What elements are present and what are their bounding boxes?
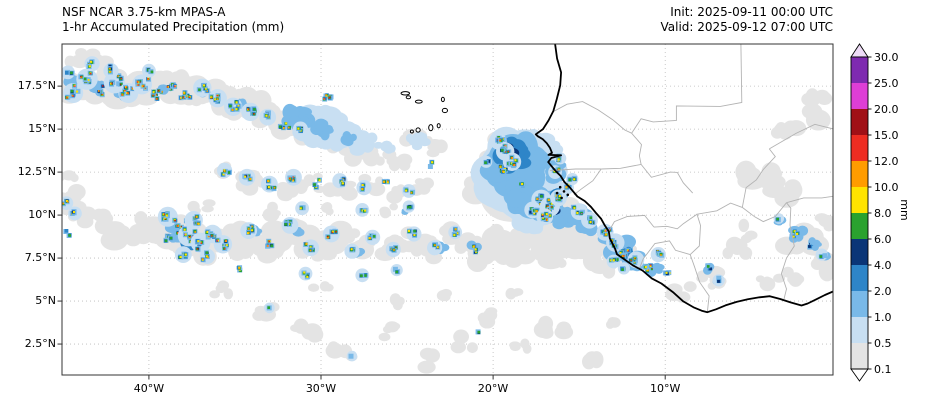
lon-tick-label: 30°W xyxy=(305,382,337,395)
colorbar-tick-label: 10.0 xyxy=(874,180,899,194)
valid-time: Valid: 2025-09-12 07:00 UTC xyxy=(660,20,833,34)
lat-tick-label: 15°N xyxy=(28,122,56,136)
colorbar-tick-label: 12.0 xyxy=(874,154,899,168)
colorbar-tick-label: 15.0 xyxy=(874,128,899,142)
lat-tick-label: 7.5°N xyxy=(24,251,56,265)
colorbar-tick-label: 0.1 xyxy=(874,362,892,376)
colorbar-tick-label: 25.0 xyxy=(874,76,899,90)
lon-tick-label: 10°W xyxy=(650,382,681,395)
lon-tick-label: 20°W xyxy=(477,382,509,395)
colorbar-tick-label: 6.0 xyxy=(874,232,892,246)
colorbar-tick-label: 4.0 xyxy=(874,258,892,272)
product-title: 1-hr Accumulated Precipitation (mm) xyxy=(62,20,285,34)
lat-tick-label: 17.5°N xyxy=(17,79,56,93)
colorbar-tick-label: 20.0 xyxy=(874,102,899,116)
model-title: NSF NCAR 3.75-km MPAS-A xyxy=(62,5,226,19)
colorbar-unit-label: mm xyxy=(898,199,911,221)
title-block: NSF NCAR 3.75-km MPAS-A 1-hr Accumulated… xyxy=(62,5,284,35)
colorbar-tick-label: 8.0 xyxy=(874,206,892,220)
time-block: Init: 2025-09-11 00:00 UTC Valid: 2025-0… xyxy=(660,5,833,35)
colorbar-tick-label: 0.5 xyxy=(874,336,892,350)
lat-tick-label: 5°N xyxy=(35,294,56,308)
init-time: Init: 2025-09-11 00:00 UTC xyxy=(670,5,833,19)
colorbar-tick-label: 1.0 xyxy=(874,310,892,324)
colorbar-tick-label: 2.0 xyxy=(874,284,892,298)
lat-tick-label: 12.5°N xyxy=(17,165,56,179)
lon-tick-label: 40°W xyxy=(133,382,165,395)
colorbar-tick-label: 30.0 xyxy=(874,50,899,64)
lat-tick-label: 10°N xyxy=(28,208,56,222)
lat-tick-label: 2.5°N xyxy=(24,337,56,351)
